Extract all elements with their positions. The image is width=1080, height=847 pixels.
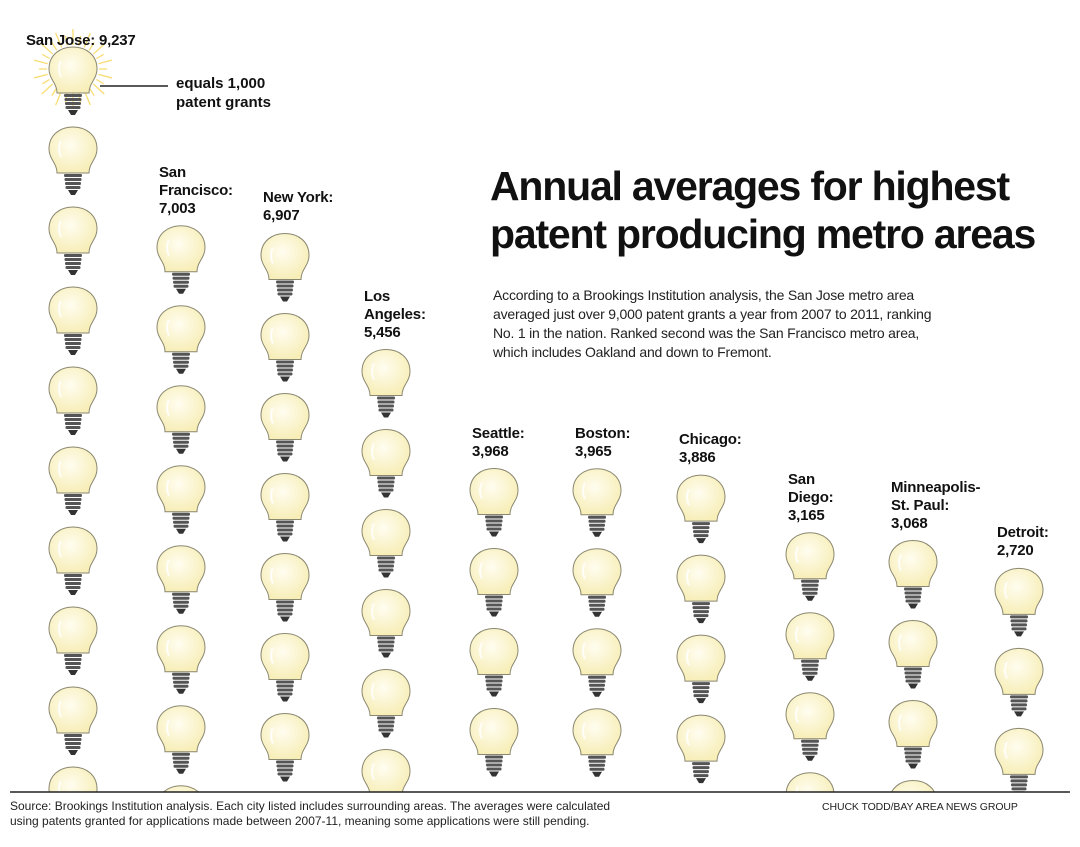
bulb-san-francisco-7 xyxy=(156,705,206,774)
bulb-san-jose-6 xyxy=(48,446,98,516)
bulb-san-francisco-4 xyxy=(156,465,206,534)
bulb-minneapolis-st-paul-3 xyxy=(888,700,938,769)
credit-line: CHUCK TODD/BAY AREA NEWS GROUP xyxy=(822,801,1018,813)
bulb-san-francisco-2 xyxy=(156,305,206,374)
bulb-new-york-3 xyxy=(260,392,310,462)
bulb-new-york-5 xyxy=(260,552,310,622)
bulb-los-angeles-6 xyxy=(361,749,411,792)
label-detroit: Detroit: 2,720 xyxy=(997,524,1049,560)
bulb-san-jose-10 xyxy=(48,766,98,792)
chart-title: Annual averages for highest patent produ… xyxy=(490,163,1036,257)
glow-ray xyxy=(96,78,104,85)
bulb-los-angeles-2 xyxy=(361,429,411,498)
label-minneapolis-st-paul: Minneapolis- St. Paul: 3,068 xyxy=(891,478,981,532)
label-san-jose: San Jose: 9,237 xyxy=(26,32,136,49)
bulb-san-diego-4 xyxy=(785,772,835,792)
bulb-chicago-1 xyxy=(676,474,726,544)
bulb-san-francisco-3 xyxy=(156,385,206,454)
glow-ray xyxy=(51,42,58,51)
bulb-san-diego-1 xyxy=(785,532,835,601)
glow-ray xyxy=(55,32,63,48)
bulb-new-york-1 xyxy=(260,232,310,302)
bulb-san-francisco-8 xyxy=(162,785,200,792)
bulb-boston-3 xyxy=(572,628,622,697)
label-chicago: Chicago: 3,886 xyxy=(679,431,742,467)
bulb-chicago-3 xyxy=(676,634,726,704)
bulb-san-jose-7 xyxy=(48,526,98,596)
glow-ray xyxy=(42,53,50,60)
glow-ray xyxy=(33,59,48,65)
bulb-san-jose-5 xyxy=(48,366,98,436)
label-new-york: New York: 6,907 xyxy=(263,189,334,225)
bulb-san-francisco-6 xyxy=(156,625,206,694)
bulb-new-york-6 xyxy=(260,632,310,702)
bulb-san-diego-2 xyxy=(785,612,835,681)
glow-ray xyxy=(41,83,54,95)
label-boston: Boston: 3,965 xyxy=(575,424,631,460)
legend-label: equals 1,000 patent grants xyxy=(176,75,272,111)
glow-ray xyxy=(78,35,82,46)
bulb-san-jose-2 xyxy=(48,126,98,196)
glow-ray xyxy=(98,59,113,65)
bulb-san-diego-3 xyxy=(785,692,835,761)
bulb-los-angeles-3 xyxy=(361,509,411,578)
chart-subtitle: According to a Brookings Institution ana… xyxy=(493,287,932,360)
bulb-seattle-3 xyxy=(469,628,519,697)
bulb-new-york-4 xyxy=(260,472,310,542)
glow-ray xyxy=(92,83,105,95)
bulb-minneapolis-st-paul-4 xyxy=(891,780,935,792)
glow-ray xyxy=(96,53,104,60)
source-note: Source: Brookings Institution analysis. … xyxy=(10,799,611,828)
bulb-minneapolis-st-paul-2 xyxy=(888,620,938,689)
bulb-minneapolis-st-paul-1 xyxy=(888,540,938,609)
bulb-new-york-7 xyxy=(260,712,310,782)
glow-ray xyxy=(88,42,95,51)
bulb-seattle-1 xyxy=(469,468,519,537)
bulb-boston-4 xyxy=(572,708,622,777)
label-los-angeles: Los Angeles: 5,456 xyxy=(364,287,426,341)
bulb-detroit-1 xyxy=(994,567,1044,637)
bulb-san-jose-1 xyxy=(48,46,98,116)
bulb-los-angeles-1 xyxy=(361,349,411,418)
bulb-detroit-3 xyxy=(994,727,1044,792)
bulb-san-francisco-1 xyxy=(156,225,206,294)
bulb-boston-2 xyxy=(572,548,622,617)
bulb-new-york-2 xyxy=(260,312,310,382)
bulb-los-angeles-4 xyxy=(361,589,411,658)
label-seattle: Seattle: 3,968 xyxy=(472,424,525,460)
bulb-chicago-4 xyxy=(676,714,726,784)
bulb-san-jose-3 xyxy=(48,206,98,276)
bulb-san-jose-8 xyxy=(48,606,98,676)
glow-ray xyxy=(92,43,105,55)
bulb-san-francisco-5 xyxy=(156,545,206,614)
bulb-chicago-2 xyxy=(676,554,726,624)
bulb-detroit-2 xyxy=(994,647,1044,717)
label-san-diego: San Diego: 3,165 xyxy=(788,470,834,524)
glow-ray xyxy=(98,73,113,79)
bulb-san-jose-4 xyxy=(48,286,98,356)
glow-ray xyxy=(64,35,68,46)
bulb-seattle-2 xyxy=(469,548,519,617)
glow-ray xyxy=(83,32,91,48)
glow-ray xyxy=(42,78,50,85)
bulb-boston-1 xyxy=(572,468,622,537)
label-san-francisco: San Francisco: 7,003 xyxy=(159,163,233,217)
bulb-seattle-4 xyxy=(469,708,519,777)
glow-ray xyxy=(41,43,54,55)
bulb-san-jose-9 xyxy=(48,686,98,756)
bulb-los-angeles-5 xyxy=(361,669,411,738)
glow-ray xyxy=(33,73,48,79)
